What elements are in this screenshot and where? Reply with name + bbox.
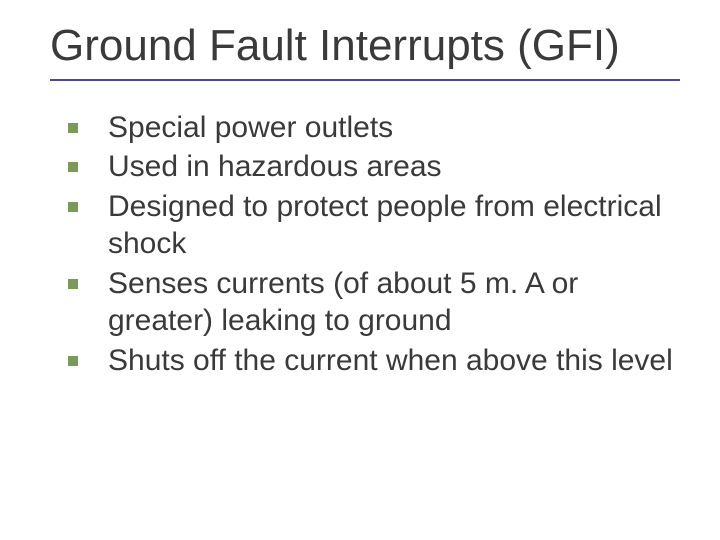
square-bullet-icon bbox=[68, 202, 78, 212]
list-item-text: Senses currents (of about 5 m. A or grea… bbox=[108, 267, 578, 338]
square-bullet-icon bbox=[68, 162, 78, 172]
square-bullet-icon bbox=[68, 279, 78, 289]
list-item: Senses currents (of about 5 m. A or grea… bbox=[90, 265, 680, 340]
list-item-text: Special power outlets bbox=[108, 111, 393, 144]
list-item-text: Shuts off the current when above this le… bbox=[108, 344, 673, 377]
square-bullet-icon bbox=[68, 356, 78, 366]
list-item: Used in hazardous areas bbox=[90, 148, 680, 186]
list-item-text: Designed to protect people from electric… bbox=[108, 190, 662, 261]
list-item-text: Used in hazardous areas bbox=[108, 150, 442, 183]
list-item: Shuts off the current when above this le… bbox=[90, 342, 680, 380]
slide-title: Ground Fault Interrupts (GFI) bbox=[50, 20, 680, 73]
square-bullet-icon bbox=[68, 123, 78, 133]
title-underline bbox=[50, 79, 680, 81]
bullet-list: Special power outlets Used in hazardous … bbox=[50, 109, 680, 380]
list-item: Special power outlets bbox=[90, 109, 680, 147]
list-item: Designed to protect people from electric… bbox=[90, 188, 680, 263]
